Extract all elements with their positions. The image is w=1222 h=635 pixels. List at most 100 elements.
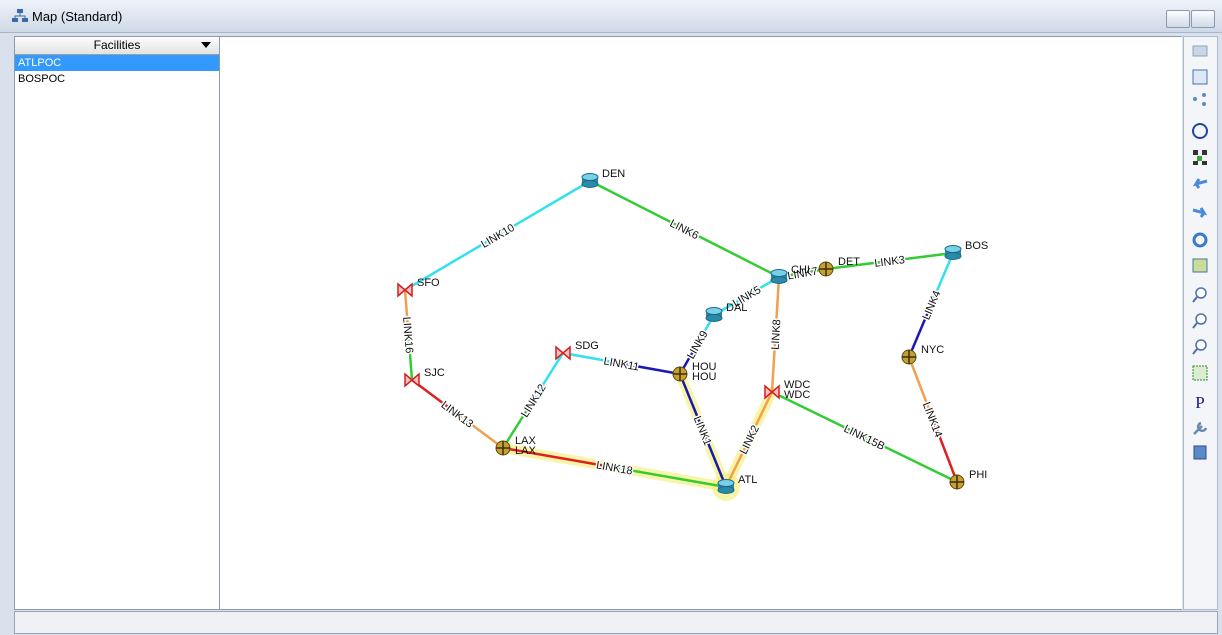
link-segment [614, 466, 727, 489]
router-top [717, 479, 735, 487]
node-label: HOU [692, 361, 717, 373]
node-label: SFO [417, 277, 440, 289]
tool-icon[interactable] [1192, 123, 1208, 139]
tool-icon[interactable] [1192, 232, 1208, 248]
link-label: LINK10 [479, 222, 517, 251]
cross-node-mark [673, 367, 687, 381]
link-label: LINK1 [691, 414, 714, 447]
tool-icon[interactable] [1193, 93, 1206, 106]
tool-icon[interactable] [1192, 365, 1208, 381]
maximize-button[interactable] [1191, 10, 1215, 28]
link-segment [496, 179, 591, 237]
node: SFO [397, 277, 440, 298]
link-label: LINK3 [874, 254, 906, 270]
node: CHI [770, 264, 810, 284]
node: BOS [944, 240, 988, 260]
node-label: DAL [726, 302, 747, 314]
link-segment [825, 259, 890, 271]
title-bar: Map (Standard) [0, 0, 1222, 33]
list-item[interactable]: BOSPOC [18, 73, 66, 85]
minimize-button[interactable] [1166, 10, 1190, 28]
link-segment [403, 289, 410, 336]
link-segment [770, 334, 777, 393]
router-top [944, 245, 962, 253]
bowtie [397, 282, 413, 298]
tool-icon[interactable] [1193, 421, 1208, 435]
node: DAL [705, 302, 747, 322]
node: ATL [717, 474, 757, 494]
tool-icon[interactable] [1192, 313, 1207, 329]
bowtie [764, 384, 780, 400]
node-label: WDC [784, 379, 810, 391]
bowtie [555, 345, 571, 361]
link-segment [747, 391, 774, 441]
link-label: LINK12 [519, 382, 549, 419]
router-bottom [770, 276, 788, 284]
link-label: LINK2 [738, 424, 762, 457]
toolbar: P [1183, 36, 1218, 610]
facilities-dropdown[interactable]: Facilities [15, 37, 219, 55]
tool-icon-text[interactable]: P [1195, 393, 1204, 412]
link-segment [907, 356, 935, 420]
link-segment [589, 179, 686, 231]
link-segment [889, 251, 954, 263]
link-segment [929, 252, 955, 306]
node-label: SDG [575, 340, 599, 352]
window-title: Map (Standard) [32, 9, 123, 24]
link-label: LINK18 [595, 459, 633, 477]
link-label: LINK14 [920, 401, 944, 440]
router-bottom [944, 252, 962, 260]
node-label: CHI [791, 264, 810, 276]
link-label: LINK13 [439, 399, 476, 431]
link-segment [456, 412, 504, 450]
dropdown-arrow [201, 42, 211, 48]
router-top [581, 173, 599, 181]
tool-icon[interactable] [1193, 445, 1207, 460]
facilities-panel: Facilities ATLPOC BOSPOC [14, 36, 220, 610]
link-segment [863, 435, 958, 484]
list-item[interactable]: ATLPOC [15, 55, 219, 71]
network-map: LINK10 LINK6 LINK16 LINK13 LINK12 LINK11 LINK1… [220, 36, 1182, 610]
cross-node-mark [819, 262, 833, 276]
tool-icon[interactable] [1192, 339, 1207, 355]
tool-icon[interactable] [1192, 207, 1208, 218]
link-label: LINK6 [668, 218, 701, 243]
node-label: LAX [515, 435, 536, 447]
router-bottom [705, 314, 723, 322]
window-icon [12, 9, 28, 22]
link-segment [907, 304, 933, 358]
link-label: LINK16 [400, 316, 415, 354]
link-segment [407, 334, 414, 381]
link-segment [501, 399, 535, 449]
node: SJC [404, 367, 445, 388]
tool-icon[interactable] [1192, 45, 1208, 57]
node-label: BOS [965, 240, 988, 252]
dropdown-label: Facilities [93, 38, 141, 52]
router-top [705, 307, 723, 315]
tool-icon[interactable] [1192, 287, 1207, 303]
link-label: LINK15B [842, 423, 887, 453]
node-label: HOU [692, 371, 717, 383]
link-segment [621, 362, 681, 376]
router-top [770, 269, 788, 277]
link-segment [502, 446, 615, 469]
node-label: SJC [424, 367, 445, 379]
node-label: WDC [784, 389, 810, 401]
cross-node-mark [950, 475, 964, 489]
link-segment [404, 234, 499, 292]
link-segment [774, 276, 781, 335]
tool-icon[interactable] [1192, 258, 1208, 273]
link-label: LINK8 [770, 319, 784, 350]
link-segment [678, 373, 705, 431]
link-segment [701, 430, 728, 488]
tool-icon[interactable] [1192, 69, 1208, 85]
cross-node-mark [496, 441, 510, 455]
tool-icon[interactable] [1192, 178, 1208, 189]
node: PHI [949, 469, 987, 490]
tool-icon[interactable] [1193, 150, 1207, 165]
router-bottom [581, 180, 599, 188]
